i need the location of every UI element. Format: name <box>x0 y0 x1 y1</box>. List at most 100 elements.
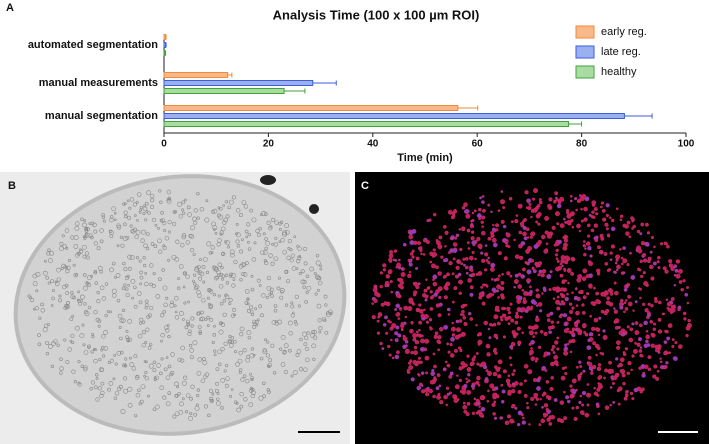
axon <box>546 313 551 318</box>
axon <box>626 371 630 375</box>
axon <box>604 222 609 227</box>
axon <box>167 258 171 262</box>
axon <box>561 301 566 306</box>
axon <box>398 258 401 262</box>
axon <box>517 343 521 347</box>
axon <box>650 343 655 348</box>
axon <box>166 198 172 204</box>
axon <box>563 416 568 421</box>
axon <box>507 322 511 326</box>
axon <box>554 253 559 257</box>
axon <box>609 403 612 407</box>
axon <box>644 308 649 313</box>
axon <box>239 391 244 397</box>
axon <box>139 282 142 286</box>
axon <box>160 357 164 361</box>
axon <box>185 319 190 324</box>
axon <box>120 318 126 324</box>
axon <box>185 393 191 398</box>
axon <box>514 381 519 386</box>
axon <box>559 400 565 405</box>
axon <box>290 253 295 258</box>
axon <box>407 273 412 278</box>
axon <box>604 368 609 373</box>
y-tick-label: manual measurements <box>39 77 158 89</box>
axon <box>184 325 189 330</box>
axon <box>188 343 193 348</box>
bar <box>163 42 167 48</box>
axon <box>111 206 117 212</box>
axon <box>206 241 212 247</box>
axon <box>478 216 482 220</box>
axon <box>417 241 422 246</box>
axon <box>324 303 328 307</box>
axon <box>627 361 632 366</box>
axon <box>122 261 126 266</box>
bar <box>163 113 625 119</box>
axon <box>678 280 683 284</box>
axon <box>412 281 416 285</box>
axon <box>373 298 378 303</box>
axon <box>619 298 624 303</box>
axon <box>269 287 274 292</box>
axon <box>645 339 649 344</box>
axon <box>388 257 393 262</box>
axon <box>549 386 554 392</box>
axon <box>459 313 463 316</box>
axon <box>484 377 489 381</box>
axon <box>530 396 535 401</box>
axon <box>397 283 403 289</box>
axon <box>318 330 322 334</box>
axon <box>673 305 677 309</box>
axon <box>139 275 144 280</box>
axon <box>202 257 208 262</box>
axon <box>567 342 570 346</box>
axon <box>462 257 466 261</box>
axon <box>541 405 544 409</box>
axon <box>529 285 532 289</box>
axon <box>677 305 682 310</box>
axon <box>627 294 632 299</box>
axon <box>507 414 511 418</box>
axon <box>548 330 552 334</box>
axon <box>522 416 525 420</box>
axon <box>541 368 544 372</box>
axon <box>466 354 470 358</box>
axon <box>514 314 520 319</box>
axon <box>595 299 600 304</box>
axon <box>639 346 643 349</box>
axon <box>480 251 484 255</box>
axon <box>388 253 394 259</box>
axon <box>271 217 276 222</box>
axon <box>128 206 132 210</box>
axon <box>631 219 635 223</box>
bar <box>163 80 314 86</box>
axon <box>132 202 137 207</box>
axon <box>502 369 507 374</box>
axon <box>634 341 637 345</box>
axon <box>451 333 456 337</box>
axon <box>136 291 142 296</box>
axon <box>165 328 170 333</box>
axon <box>430 263 436 269</box>
axon <box>266 275 272 281</box>
axon <box>671 344 675 349</box>
axon <box>583 206 588 212</box>
axon <box>534 263 539 267</box>
axon <box>552 297 556 300</box>
axon <box>620 256 624 260</box>
axon <box>570 211 575 217</box>
axon <box>315 275 321 281</box>
axon <box>146 314 151 319</box>
axon <box>397 333 402 338</box>
nerve-section <box>13 174 347 436</box>
axon <box>626 263 630 267</box>
axon <box>249 372 252 376</box>
axon <box>173 295 179 301</box>
axon <box>409 258 413 263</box>
axon <box>208 304 213 310</box>
axon <box>84 227 88 231</box>
axon <box>478 405 481 408</box>
axon <box>198 330 202 334</box>
axon <box>545 395 550 399</box>
